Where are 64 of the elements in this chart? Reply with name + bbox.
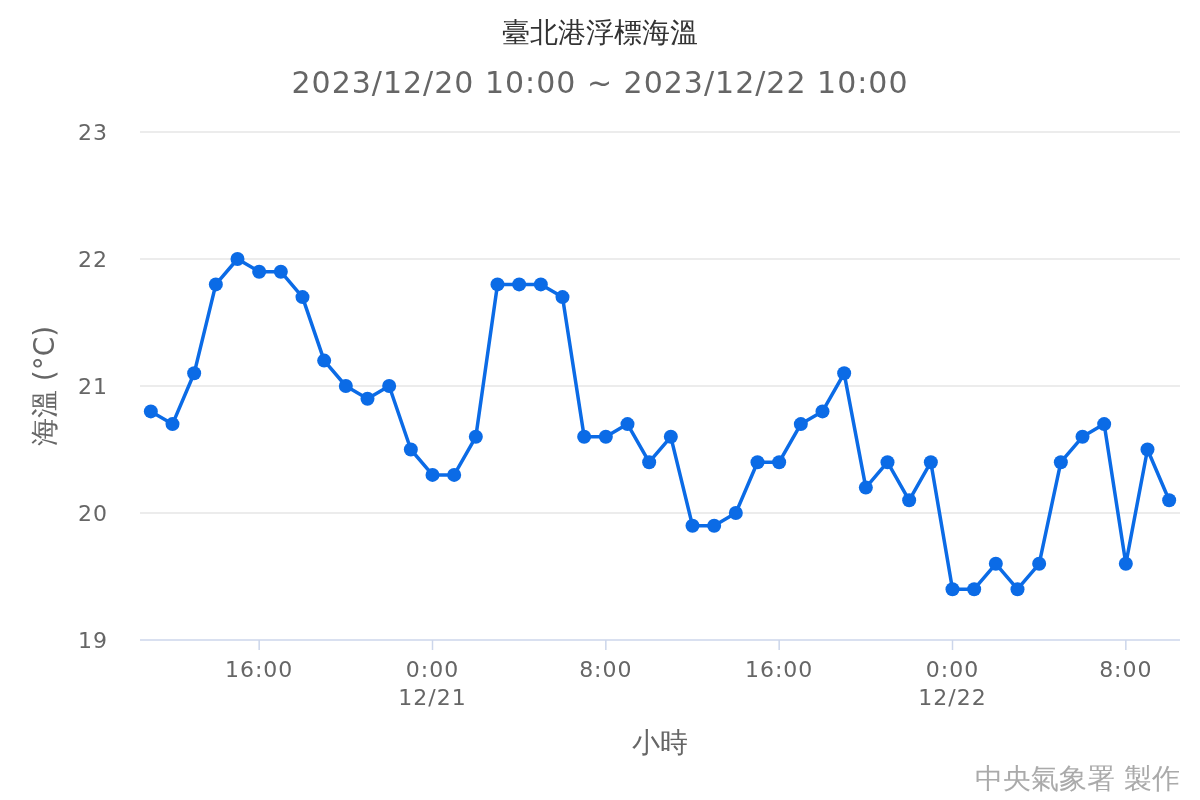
point — [1075, 429, 1090, 444]
point — [317, 353, 332, 368]
chart-title: 臺北港浮標海溫 — [502, 16, 698, 49]
point — [1162, 493, 1177, 508]
x-tick-label: 8:00 — [579, 657, 633, 682]
y-tick-label: 23 — [78, 120, 108, 145]
point — [577, 429, 592, 444]
x-tick-label: 8:00 — [1099, 657, 1153, 682]
point — [967, 582, 982, 597]
point — [620, 417, 635, 432]
x-tick-label: 16:00 — [224, 657, 294, 682]
point — [425, 467, 440, 482]
point — [1053, 455, 1068, 470]
point — [750, 455, 765, 470]
point — [208, 277, 223, 292]
point — [1140, 442, 1155, 457]
point — [815, 404, 830, 419]
text: 中央氣象署 製作 — [975, 762, 1180, 795]
point — [642, 455, 657, 470]
point — [165, 417, 180, 432]
y-tick-label: 19 — [78, 628, 108, 653]
point — [858, 480, 873, 495]
x-axis-title: 小時 — [632, 726, 688, 759]
point — [273, 264, 288, 279]
point — [490, 277, 505, 292]
x-tick-label: 16:00 — [744, 657, 814, 682]
point — [1032, 556, 1047, 571]
x-tick-label: 0:00 12/21 — [398, 657, 467, 710]
point — [1118, 556, 1133, 571]
point — [728, 506, 743, 520]
point — [1010, 582, 1025, 597]
point — [793, 417, 808, 432]
point — [988, 556, 1003, 571]
y-axis-title: 海溫 (°C) — [28, 325, 61, 447]
point — [837, 366, 852, 381]
point — [1097, 417, 1112, 432]
point — [707, 518, 722, 533]
point — [880, 455, 895, 470]
point — [252, 264, 267, 279]
point — [468, 429, 483, 444]
point — [187, 366, 202, 381]
point — [598, 429, 613, 444]
point — [360, 391, 375, 406]
point — [230, 252, 245, 266]
point — [533, 277, 548, 292]
point — [902, 493, 917, 508]
point — [512, 277, 527, 292]
point — [143, 404, 158, 419]
chart-subtitle: 2023/12/20 10:00 ~ 2023/12/22 10:00 — [291, 65, 909, 100]
point — [338, 379, 353, 393]
point — [923, 455, 938, 470]
point — [772, 455, 787, 470]
point — [685, 518, 700, 533]
y-tick-label: 20 — [78, 501, 108, 526]
y-tick-label: 22 — [78, 247, 108, 272]
point — [382, 379, 397, 393]
point — [555, 290, 570, 305]
point — [295, 290, 310, 305]
y-tick-label: 21 — [78, 374, 108, 399]
point — [447, 467, 462, 482]
point — [663, 429, 678, 444]
point — [945, 582, 960, 597]
x-tick-label: 0:00 12/22 — [918, 657, 987, 710]
point — [403, 442, 418, 457]
